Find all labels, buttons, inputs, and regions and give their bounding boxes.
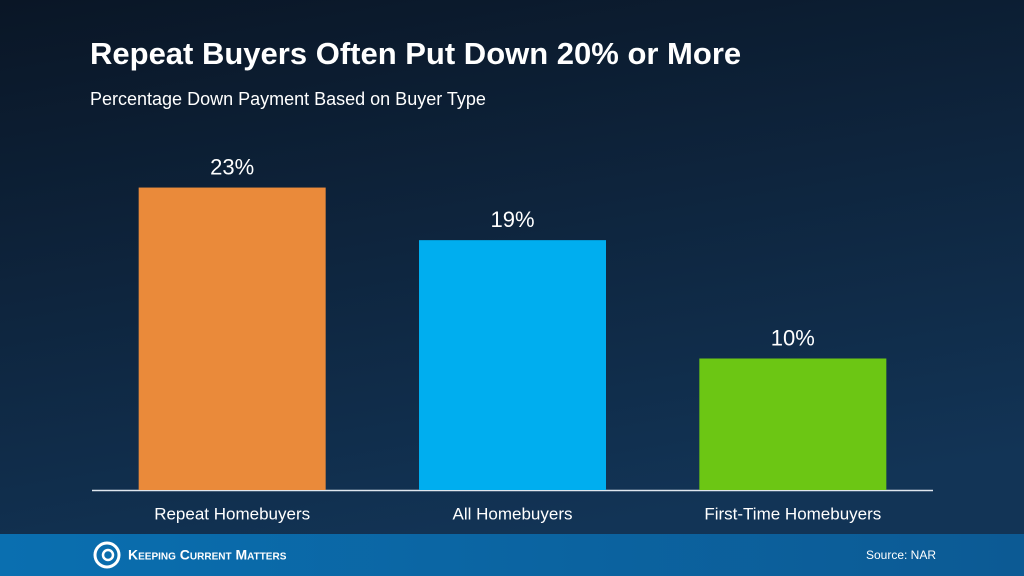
x-tick-label: All Homebuyers bbox=[453, 504, 573, 523]
value-label: 10% bbox=[771, 325, 815, 350]
bar bbox=[699, 358, 887, 490]
chart-title: Repeat Buyers Often Put Down 20% or More bbox=[90, 36, 741, 71]
bar bbox=[138, 187, 326, 491]
bar bbox=[419, 240, 606, 490]
x-tick-label: First-Time Homebuyers bbox=[704, 504, 881, 523]
chart-subtitle: Percentage Down Payment Based on Buyer T… bbox=[90, 89, 486, 109]
value-label: 23% bbox=[210, 154, 254, 179]
source: Source: NAR bbox=[866, 548, 936, 562]
logo bbox=[93, 541, 121, 569]
footer-bar bbox=[0, 534, 1024, 576]
value-label: 19% bbox=[490, 207, 534, 232]
x-tick-label: Repeat Homebuyers bbox=[154, 504, 310, 523]
brand: Keeping Current Matters bbox=[128, 547, 287, 563]
